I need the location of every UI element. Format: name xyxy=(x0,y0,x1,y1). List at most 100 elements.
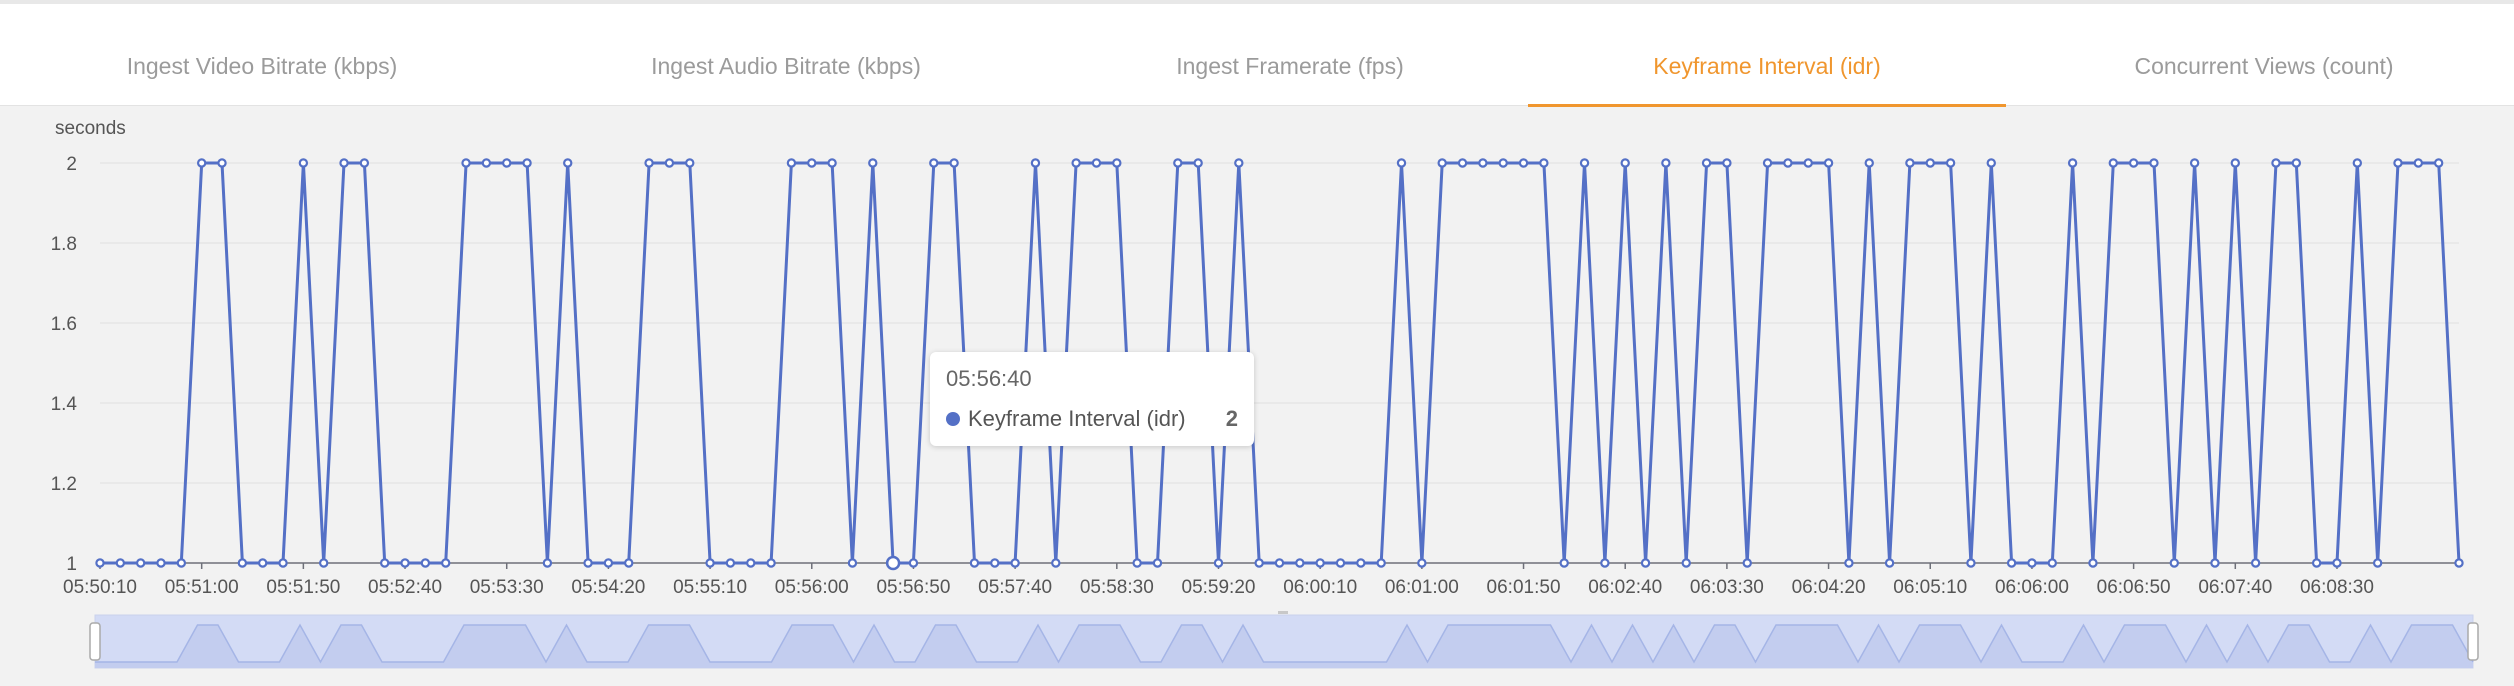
data-point xyxy=(2352,158,2363,168)
data-point xyxy=(1254,558,1264,568)
data-point xyxy=(1579,158,1590,168)
data-point xyxy=(1762,158,1773,168)
tooltip-row: Keyframe Interval (idr) 2 xyxy=(946,406,1238,432)
data-point xyxy=(1844,558,1854,568)
data-point xyxy=(969,558,980,568)
data-point xyxy=(1376,558,1386,568)
data-point xyxy=(847,558,858,568)
x-tick-label: 06:00:10 xyxy=(1283,577,1357,598)
x-axis: 05:50:10 05:51:00 05:51:50 05:52:40 05:53:30… xyxy=(63,563,2374,598)
data-point xyxy=(481,158,492,168)
x-tick-label: 06:08:30 xyxy=(2300,577,2374,598)
data-point xyxy=(1071,158,1081,168)
data-point xyxy=(1152,558,1163,568)
data-point xyxy=(1661,158,1671,168)
x-tick-label: 06:01:00 xyxy=(1385,577,1459,598)
data-point xyxy=(1295,558,1305,568)
data-point xyxy=(542,558,553,568)
data-point xyxy=(1437,158,1447,168)
tab-keyframe-interval[interactable]: Keyframe Interval (idr) xyxy=(1528,4,2006,107)
data-point xyxy=(949,158,959,168)
series-color-dot xyxy=(946,411,960,426)
data-point xyxy=(1783,158,1793,168)
data-point xyxy=(885,555,901,571)
x-tick-label: 06:06:50 xyxy=(2097,577,2171,598)
data-point xyxy=(1478,158,1488,168)
x-tick-label: 06:03:30 xyxy=(1690,577,1764,598)
datazoom-preview-area xyxy=(95,625,2473,668)
data-point xyxy=(1356,558,1366,568)
tab-concurrent-views[interactable]: Concurrent Views (count) xyxy=(2134,53,2394,79)
data-point xyxy=(929,158,939,168)
data-point xyxy=(156,558,166,568)
data-point xyxy=(2413,158,2424,168)
data-point xyxy=(1640,558,1651,568)
datazoom-left-handle[interactable] xyxy=(89,622,101,661)
data-point xyxy=(1091,158,1102,168)
top-border xyxy=(0,0,2514,4)
data-point xyxy=(786,158,797,168)
data-point xyxy=(461,158,471,168)
data-point xyxy=(1417,558,1427,568)
data-point xyxy=(1518,158,1529,168)
x-tick-label: 06:01:50 xyxy=(1487,577,1561,598)
data-point xyxy=(2210,558,2220,568)
datazoom-right-handle[interactable] xyxy=(2467,622,2479,661)
x-tick-label: 05:50:10 xyxy=(63,577,137,598)
data-point xyxy=(1986,158,1996,168)
data-point xyxy=(583,558,593,568)
data-point xyxy=(2128,158,2139,168)
x-tick-label: 05:59:20 xyxy=(1182,577,1256,598)
data-point xyxy=(1234,158,1244,168)
data-point xyxy=(644,158,654,168)
data-point xyxy=(1396,158,1407,168)
data-point xyxy=(1905,158,1915,168)
data-point xyxy=(1274,558,1285,568)
data-point xyxy=(339,158,349,168)
x-tick-label: 06:05:10 xyxy=(1893,577,1967,598)
data-point xyxy=(1112,158,1122,168)
y-axis-ticks: 1 1.2 1.4 1.6 1.8 2 xyxy=(51,154,78,575)
data-point xyxy=(257,558,268,568)
y-axis-label: seconds xyxy=(55,118,126,139)
data-point xyxy=(1681,558,1691,568)
tab-ingest-framerate[interactable]: Ingest Framerate (fps) xyxy=(1176,53,1404,79)
tab-ingest-video-bitrate[interactable]: Ingest Video Bitrate (kbps) xyxy=(126,53,398,79)
data-point xyxy=(2393,158,2403,168)
data-point xyxy=(2250,558,2261,568)
data-point xyxy=(1193,158,1203,168)
data-point xyxy=(400,558,410,568)
data-point xyxy=(1864,158,1874,168)
data-point xyxy=(827,158,837,168)
data-point xyxy=(2230,158,2241,168)
data-point xyxy=(1620,158,1630,168)
data-point xyxy=(990,558,1000,568)
data-point xyxy=(196,158,207,168)
data-point xyxy=(1173,158,1183,168)
data-point xyxy=(725,558,736,568)
data-point xyxy=(2291,158,2302,168)
data-point xyxy=(1925,158,1935,168)
data-point xyxy=(1315,558,1325,568)
data-point xyxy=(685,158,695,168)
data-point xyxy=(1600,558,1610,568)
x-tick-label: 05:52:40 xyxy=(368,577,442,598)
data-point xyxy=(1701,158,1712,168)
data-point xyxy=(705,558,715,568)
data-point xyxy=(2433,158,2444,168)
data-point xyxy=(2454,558,2464,568)
datazoom-slider[interactable] xyxy=(89,611,2479,669)
data-point xyxy=(318,558,329,568)
y-tick-label: 2 xyxy=(66,154,77,175)
data-point xyxy=(603,558,614,568)
x-tick-label: 06:02:40 xyxy=(1588,577,1662,598)
data-point xyxy=(441,558,451,568)
data-point xyxy=(1213,558,1224,568)
data-point xyxy=(1010,558,1020,568)
data-point xyxy=(237,558,248,568)
tab-ingest-audio-bitrate[interactable]: Ingest Audio Bitrate (kbps) xyxy=(651,53,921,79)
y-tick-label: 1.2 xyxy=(51,474,77,495)
data-point xyxy=(2149,158,2159,168)
data-point xyxy=(2027,558,2037,568)
data-point xyxy=(2108,158,2118,168)
